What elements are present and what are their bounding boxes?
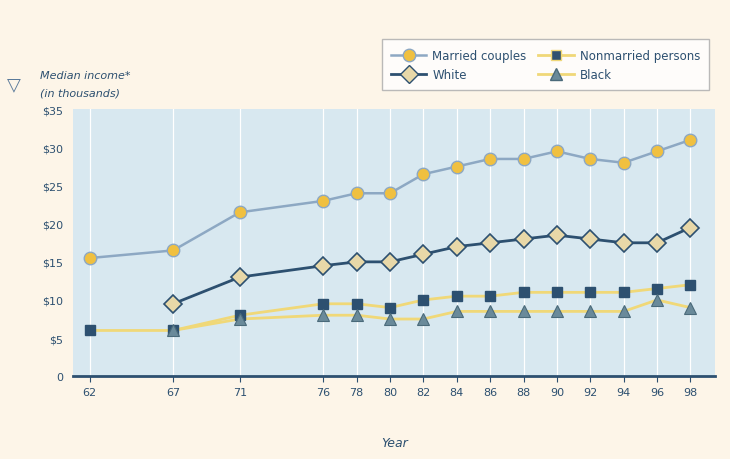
- Legend: Married couples, White, Nonmarried persons, Black: Married couples, White, Nonmarried perso…: [382, 40, 710, 91]
- X-axis label: Year: Year: [381, 436, 407, 448]
- Text: ▽: ▽: [7, 76, 21, 94]
- Text: Median income*: Median income*: [40, 71, 131, 81]
- Text: (in thousands): (in thousands): [40, 88, 120, 98]
